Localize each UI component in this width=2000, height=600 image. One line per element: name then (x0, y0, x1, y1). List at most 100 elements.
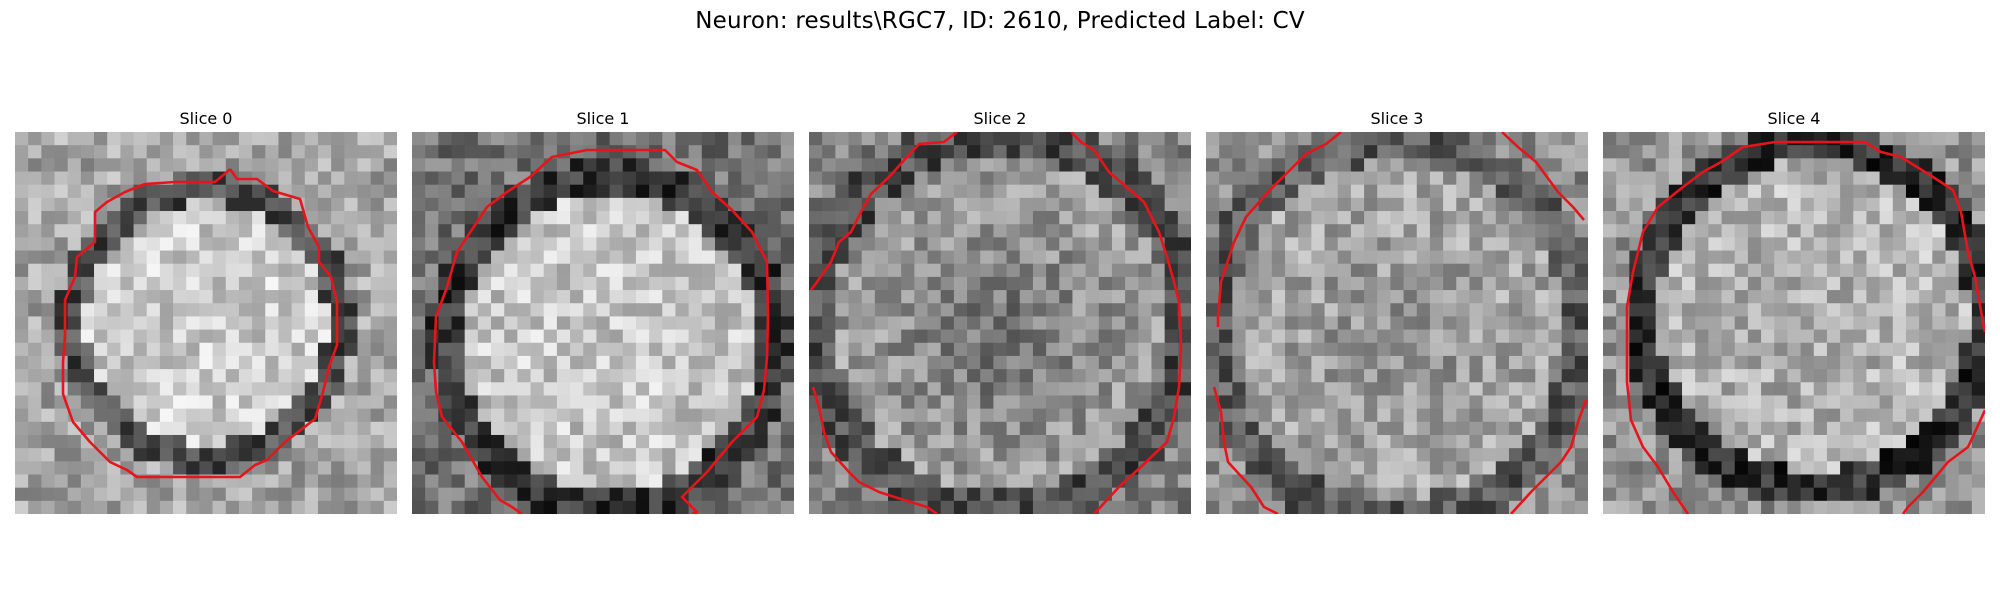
pixel (1932, 408, 1947, 423)
pixel (1085, 421, 1100, 436)
pixel (331, 171, 345, 186)
pixel (383, 303, 397, 318)
pixel (1522, 303, 1536, 318)
pixel (1800, 500, 1815, 514)
pixel (1232, 250, 1247, 265)
pixel (357, 224, 372, 238)
pixel (1390, 461, 1405, 476)
pixel (1695, 329, 1709, 344)
pixel (874, 290, 889, 304)
pixel (1072, 224, 1087, 238)
pixel (675, 197, 690, 212)
pixel (809, 316, 823, 331)
pixel (1111, 250, 1126, 265)
pixel (1495, 316, 1510, 331)
pixel (940, 355, 955, 370)
pixel (1456, 276, 1471, 291)
pixel (107, 145, 121, 159)
pixel (517, 487, 532, 502)
pixel (1390, 500, 1405, 514)
pixel (1853, 250, 1868, 265)
pixel (1603, 329, 1617, 344)
pixel (688, 474, 703, 489)
pixel (583, 237, 598, 252)
pixel (1298, 329, 1312, 344)
pixel (980, 355, 995, 370)
pixel (317, 408, 332, 423)
pixel (1919, 224, 1933, 238)
pixel (1364, 158, 1378, 173)
pixel (1682, 342, 1696, 357)
pixel (848, 276, 863, 291)
pixel (1734, 500, 1749, 514)
pixel (225, 342, 240, 357)
pixel (1219, 171, 1233, 186)
pixel (383, 171, 397, 186)
pixel (317, 184, 332, 199)
pixel (1535, 290, 1550, 304)
pixel (596, 487, 611, 502)
pixel (1668, 500, 1683, 514)
pixel (1046, 329, 1060, 344)
pixel (1603, 184, 1617, 199)
pixel (1482, 237, 1497, 252)
pixel (1443, 250, 1457, 265)
pixel (543, 355, 558, 370)
pixel (848, 487, 863, 502)
pixel (1337, 329, 1352, 344)
pixel (767, 211, 782, 225)
pixel (15, 197, 29, 212)
pixel (914, 434, 929, 449)
pixel (225, 276, 240, 291)
pixel (15, 369, 29, 383)
pixel (304, 211, 319, 225)
pixel (1469, 276, 1484, 291)
pixel (1734, 158, 1749, 173)
pixel (1337, 408, 1352, 423)
pixel (225, 237, 240, 252)
pixel (649, 395, 663, 410)
pixel (675, 303, 690, 318)
pixel (714, 474, 729, 489)
pixel (874, 132, 889, 146)
pixel (1337, 263, 1352, 278)
pixel (848, 237, 863, 252)
pixel (967, 303, 981, 318)
pixel (1892, 158, 1907, 173)
pixel (344, 237, 359, 252)
pixel (1111, 276, 1126, 291)
pixel (940, 290, 955, 304)
pixel (1668, 132, 1683, 146)
pixel (1747, 474, 1762, 489)
pixel (54, 342, 69, 357)
pixel (1945, 355, 1960, 370)
pixel (1443, 434, 1457, 449)
pixel (927, 316, 942, 331)
pixel (1734, 434, 1749, 449)
pixel (146, 303, 161, 318)
pixel (835, 448, 850, 462)
pixel (914, 461, 929, 476)
pixel (1721, 382, 1736, 397)
pixel (159, 448, 174, 462)
pixel (583, 461, 598, 476)
pixel (1125, 382, 1139, 397)
pixel (1111, 145, 1126, 159)
pixel (714, 461, 729, 476)
pixel (133, 303, 148, 318)
pixel (1919, 500, 1933, 514)
pixel (635, 303, 650, 318)
pixel (120, 132, 135, 146)
pixel (477, 408, 492, 423)
pixel (1945, 382, 1960, 397)
pixel (212, 145, 227, 159)
pixel (1787, 303, 1802, 318)
pixel (425, 263, 439, 278)
pixel (754, 434, 769, 449)
pixel (940, 382, 955, 397)
pixel (822, 448, 836, 462)
pixel (517, 263, 532, 278)
pixel (1164, 224, 1179, 238)
pixel (331, 487, 345, 502)
pixel (543, 487, 558, 502)
